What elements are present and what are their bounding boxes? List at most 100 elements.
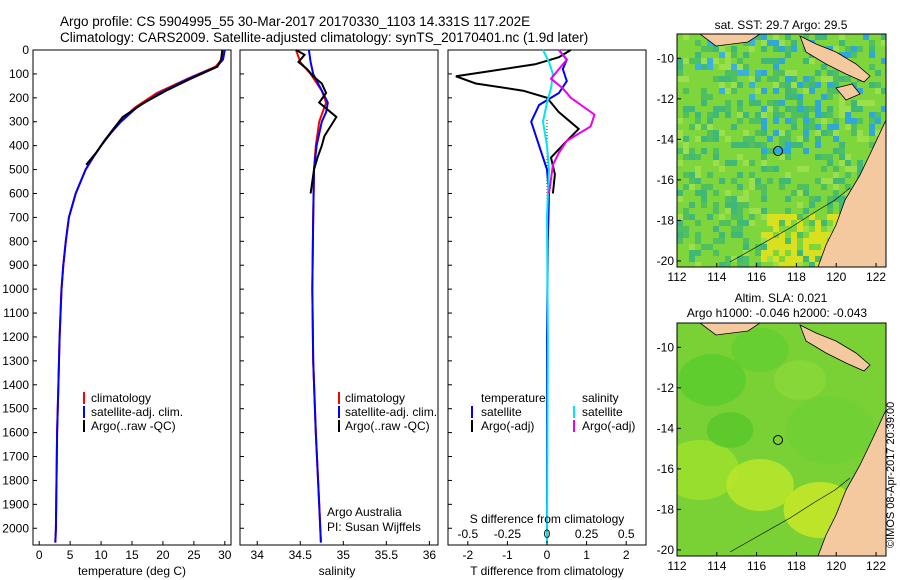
legend-label-satellite: satellite-adj. clim.: [91, 405, 183, 419]
sst-cell: [677, 214, 683, 220]
sst-land-north: [699, 34, 761, 47]
sst-cell: [707, 136, 713, 142]
sst-cell: [743, 202, 749, 208]
sst-cell: [827, 94, 833, 100]
sst-cell: [761, 244, 767, 250]
sst-cell: [689, 106, 695, 112]
sst-cell: [707, 112, 713, 118]
sst-cell: [779, 82, 785, 88]
sst-cell: [773, 82, 779, 88]
sst-cell: [761, 184, 767, 190]
sst-cell: [707, 172, 713, 178]
depth-tick-label: 1600: [2, 426, 29, 440]
sla-blob: [706, 412, 754, 448]
sst-cell: [743, 136, 749, 142]
sst-cell: [731, 226, 737, 232]
sst-cell: [713, 76, 719, 82]
sst-cell: [791, 250, 797, 256]
depth-tick-label: 500: [9, 163, 29, 177]
x-tick-label: 10: [94, 548, 108, 562]
sst-cell: [725, 190, 731, 196]
sst-argo-position-marker: [773, 146, 783, 156]
sst-cell: [857, 46, 863, 52]
sst-cell: [701, 58, 707, 64]
sst-cell: [719, 166, 725, 172]
sst-cell: [791, 112, 797, 118]
sst-cell: [827, 196, 833, 202]
salinity-xlabel: salinity: [319, 564, 356, 578]
sst-land-island-1: [799, 35, 871, 83]
sst-cell: [773, 238, 779, 244]
sst-cell: [851, 82, 857, 88]
sst-cell: [761, 40, 767, 46]
sst-cell: [833, 130, 839, 136]
sst-cell: [725, 112, 731, 118]
lon-tick-label: 122: [866, 559, 886, 573]
sst-cell: [779, 244, 785, 250]
sst-cell: [695, 250, 701, 256]
sst-map-title: sat. SST: 29.7 Argo: 29.5: [715, 18, 848, 32]
sst-cell: [821, 178, 827, 184]
sst-map-frame: [676, 33, 887, 268]
sst-cell: [749, 184, 755, 190]
sst-cell: [755, 100, 761, 106]
sst-cell: [731, 52, 737, 58]
sst-cell: [791, 124, 797, 130]
sst-cell: [701, 202, 707, 208]
sla-map-title: Altim. SLA: 0.021: [735, 291, 828, 305]
sst-cell: [791, 238, 797, 244]
x-tick-label: 30: [218, 548, 232, 562]
sst-cell: [755, 34, 761, 40]
sst-cell: [713, 154, 719, 160]
sst-cell: [713, 106, 719, 112]
x-tick-label: 0: [544, 548, 551, 562]
sst-cell: [809, 124, 815, 130]
sst-cell: [773, 226, 779, 232]
sst-cell: [719, 238, 725, 244]
sst-cell: [689, 148, 695, 154]
sst-cell: [821, 34, 827, 40]
sst-cell: [707, 40, 713, 46]
sst-cell: [779, 136, 785, 142]
sla-map: [676, 322, 887, 557]
sst-cell: [731, 76, 737, 82]
sst-cell: [803, 88, 809, 94]
sst-cell: [869, 40, 875, 46]
sst-cell: [785, 154, 791, 160]
sst-cell: [701, 46, 707, 52]
sst-cell: [767, 76, 773, 82]
sst-cell: [875, 88, 881, 94]
depth-tick-label: 2000: [2, 521, 29, 535]
legend-title-temperature: temperature: [481, 391, 546, 405]
sst-cell: [821, 238, 827, 244]
sla-blob: [731, 328, 789, 372]
difference-temperature-legend: temperature satellite Argo(-adj): [471, 391, 546, 433]
lat-tick-label: -10: [657, 51, 675, 65]
sst-cell: [683, 136, 689, 142]
sst-cell: [737, 118, 743, 124]
sst-cell: [743, 130, 749, 136]
sst-cell: [737, 226, 743, 232]
sst-cell: [827, 106, 833, 112]
sst-cell: [755, 244, 761, 250]
sst-cell: [785, 94, 791, 100]
x-tick-label: 36: [423, 548, 437, 562]
sst-cell: [845, 76, 851, 82]
sst-cell: [689, 214, 695, 220]
lat-tick-label: -16: [657, 462, 675, 476]
sst-cell: [761, 196, 767, 202]
sst-cell: [779, 58, 785, 64]
sst-cell: [761, 154, 767, 160]
sst-cell: [797, 256, 803, 262]
sst-cell: [779, 100, 785, 106]
sst-cell: [773, 166, 779, 172]
sst-cell: [863, 100, 869, 106]
sla-land-island-1: [799, 324, 871, 372]
lon-tick-label: 116: [747, 270, 766, 284]
sst-cell: [797, 190, 803, 196]
sst-map-axes: 112 114 116 118 120 122 -10 -12 -14 -16 -18 -20: [657, 51, 887, 284]
sst-cell: [701, 196, 707, 202]
sst-land-south: [817, 119, 886, 267]
pi-annotation: PI: Susan Wijffels: [327, 520, 421, 534]
sst-cell: [851, 130, 857, 136]
